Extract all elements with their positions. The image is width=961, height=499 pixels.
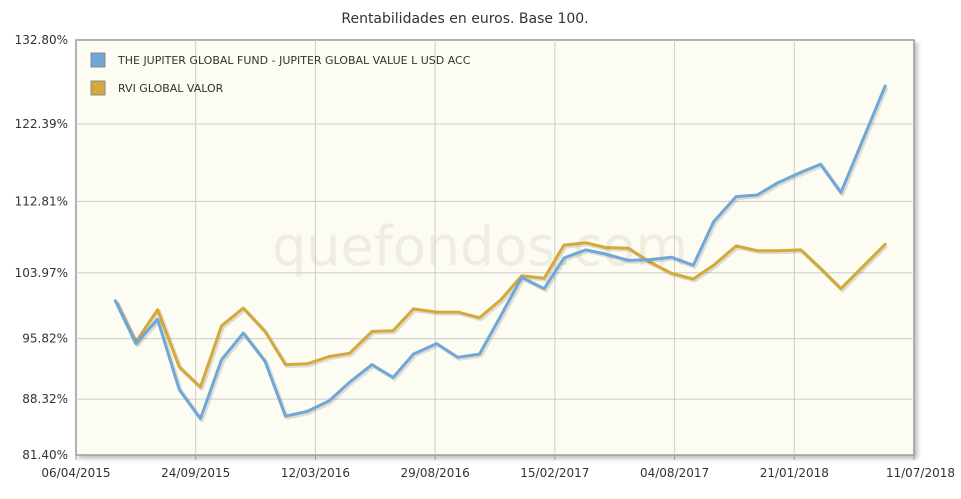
x-tick-label: 15/02/2017 bbox=[520, 466, 589, 480]
series-layer bbox=[113, 84, 889, 423]
legend-swatch bbox=[90, 52, 106, 68]
series-line-1 bbox=[113, 84, 887, 421]
x-tick-label: 06/04/2015 bbox=[41, 466, 110, 480]
y-tick-label: 95.82% bbox=[22, 332, 68, 346]
legend: THE JUPITER GLOBAL FUND - JUPITER GLOBAL… bbox=[90, 52, 471, 96]
x-tick-label: 04/08/2017 bbox=[640, 466, 709, 480]
y-tick-label: 112.81% bbox=[15, 194, 68, 208]
legend-label: RVI GLOBAL VALOR bbox=[118, 82, 224, 95]
x-axis: 06/04/2015 24/09/2015 12/03/2016 29/08/2016… bbox=[41, 455, 955, 480]
legend-swatch bbox=[90, 80, 106, 96]
y-axis: 81.40% 88.32% 95.82% 103.97% 112.81% 122.39% 1… bbox=[15, 33, 68, 462]
y-tick-label: 81.40% bbox=[22, 448, 68, 462]
y-tick-label: 103.97% bbox=[15, 266, 68, 280]
legend-label: THE JUPITER GLOBAL FUND - JUPITER GLOBAL… bbox=[117, 54, 471, 67]
series-line-2 bbox=[113, 241, 887, 389]
plot-area bbox=[75, 39, 915, 456]
x-tick-label: 11/07/2018 bbox=[886, 466, 955, 480]
x-tick-label: 24/09/2015 bbox=[161, 466, 230, 480]
x-tick-label: 29/08/2016 bbox=[401, 466, 470, 480]
y-tick-label: 122.39% bbox=[15, 117, 68, 131]
chart-title: Rentabilidades en euros. Base 100. bbox=[341, 11, 588, 27]
y-tick-label: 88.32% bbox=[22, 392, 68, 406]
y-tick-label: 132.80% bbox=[15, 33, 68, 47]
watermark: quefondos.com bbox=[272, 215, 688, 278]
x-tick-label: 12/03/2016 bbox=[281, 466, 350, 480]
x-tick-label: 21/01/2018 bbox=[760, 466, 829, 480]
